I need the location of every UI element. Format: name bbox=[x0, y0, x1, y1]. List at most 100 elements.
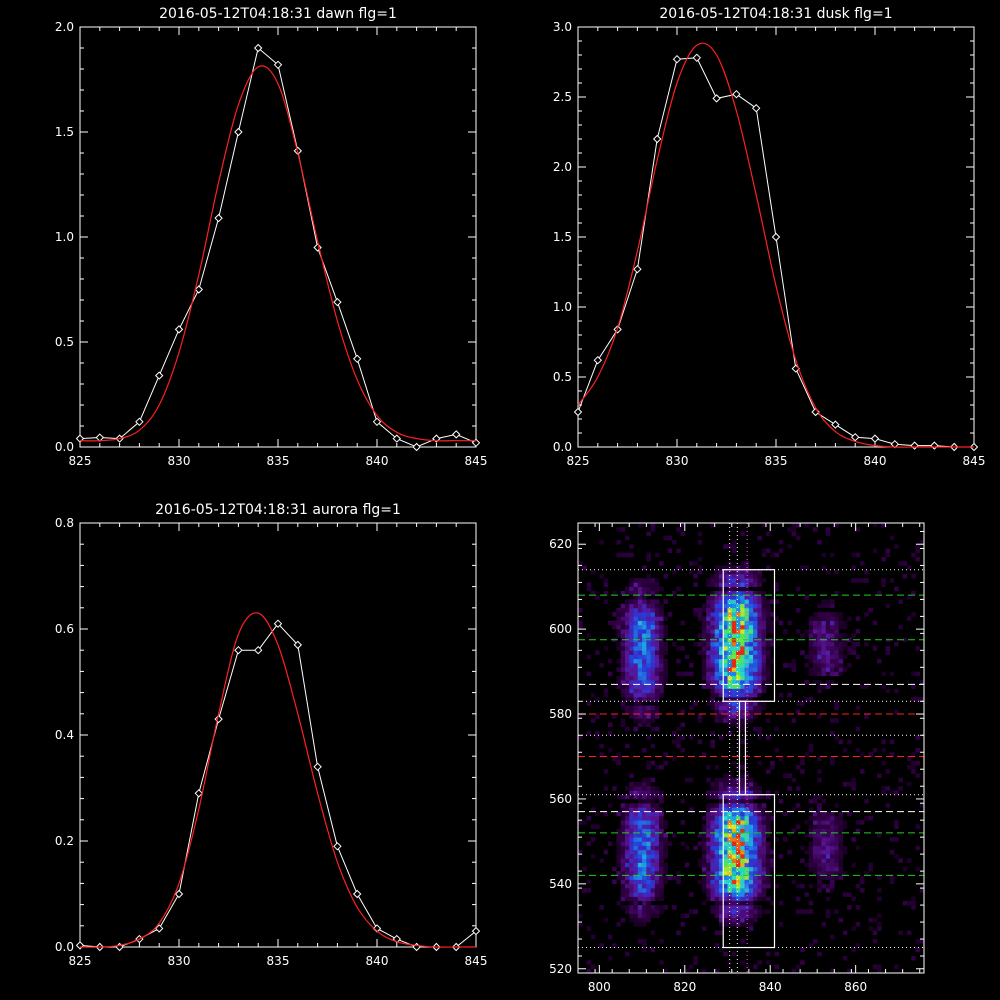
heatmap-cell bbox=[825, 883, 831, 889]
heatmap-cell bbox=[706, 828, 711, 834]
heatmap-cell bbox=[654, 815, 660, 821]
heatmap-cell bbox=[889, 790, 895, 795]
heatmap-cell bbox=[753, 654, 758, 660]
heatmap-cell bbox=[676, 646, 681, 651]
heatmap-cell bbox=[590, 807, 596, 812]
heatmap-cell bbox=[620, 858, 626, 863]
heatmap-cell bbox=[642, 607, 647, 613]
heatmap-cell bbox=[693, 582, 698, 587]
heatmap-cell bbox=[838, 841, 844, 846]
region-box bbox=[722, 569, 776, 702]
heatmap-cell bbox=[770, 641, 775, 647]
heatmap-cell bbox=[723, 951, 728, 957]
heatmap-cell bbox=[838, 637, 844, 643]
heatmap-cell bbox=[757, 688, 762, 694]
heatmap-cell bbox=[633, 697, 639, 702]
data-point bbox=[333, 842, 342, 851]
heatmap-cell bbox=[590, 569, 596, 575]
heatmap-cell bbox=[842, 624, 848, 630]
heatmap-cell bbox=[817, 769, 822, 774]
heatmap-cell bbox=[757, 815, 762, 821]
heatmap-cell bbox=[684, 671, 690, 677]
heatmap-cell bbox=[757, 828, 762, 834]
heatmap-cell bbox=[654, 862, 660, 868]
heatmap-cell bbox=[727, 879, 733, 885]
heatmap-cell bbox=[855, 641, 861, 647]
heatmap-cell bbox=[646, 917, 651, 923]
heatmap-cell bbox=[603, 646, 609, 651]
heatmap-cell bbox=[825, 858, 831, 863]
heatmap-cell bbox=[697, 641, 703, 647]
heatmap-cell bbox=[757, 646, 762, 651]
heatmap-cell bbox=[877, 888, 882, 893]
heatmap-cell bbox=[629, 641, 634, 647]
heatmap-cell bbox=[757, 641, 762, 647]
heatmap-cell bbox=[637, 667, 643, 672]
heatmap-cell bbox=[654, 849, 660, 855]
heatmap-cell bbox=[864, 578, 869, 583]
heatmap-cell bbox=[642, 671, 647, 677]
heatmap-cell bbox=[578, 714, 583, 719]
heatmap-cell bbox=[697, 650, 703, 655]
heatmap-cell bbox=[718, 798, 724, 804]
heatmap-cell bbox=[663, 879, 669, 885]
heatmap-cell bbox=[633, 646, 639, 651]
heatmap-cell bbox=[830, 841, 835, 846]
heatmap-cell bbox=[855, 828, 861, 834]
heatmap-cell bbox=[915, 548, 921, 554]
heatmap-cell bbox=[740, 692, 745, 698]
heatmap-cell bbox=[637, 905, 643, 910]
heatmap-cell bbox=[714, 841, 720, 846]
heatmap-cell bbox=[834, 624, 839, 630]
heatmap-cell bbox=[821, 849, 827, 855]
heatmap-cell bbox=[663, 646, 669, 651]
heatmap-cell bbox=[753, 714, 758, 719]
heatmap-cell bbox=[646, 803, 651, 808]
heatmap-cell bbox=[701, 624, 707, 630]
heatmap-cell bbox=[757, 862, 762, 868]
heatmap-cell bbox=[736, 841, 741, 846]
heatmap-cell bbox=[607, 620, 613, 626]
heatmap-cell bbox=[821, 620, 827, 626]
heatmap-cell bbox=[676, 565, 681, 570]
heatmap-cell bbox=[765, 883, 771, 889]
heatmap-cell bbox=[727, 620, 733, 626]
heatmap-cell bbox=[637, 650, 643, 655]
heatmap-cell bbox=[795, 786, 801, 791]
heatmap-cell bbox=[740, 688, 745, 694]
heatmap-cell bbox=[761, 862, 767, 868]
heatmap-cell bbox=[727, 658, 733, 664]
heatmap-cell bbox=[753, 845, 758, 851]
data-point bbox=[593, 355, 603, 365]
heatmap-cell bbox=[842, 892, 848, 897]
heatmap-cell bbox=[757, 866, 762, 872]
heatmap-cell bbox=[889, 739, 895, 745]
data-point bbox=[732, 89, 741, 99]
heatmap-cell bbox=[753, 688, 758, 694]
heatmap-cell bbox=[671, 569, 677, 575]
heatmap-cell bbox=[642, 705, 647, 711]
heatmap-cell bbox=[706, 803, 711, 808]
heatmap-cell bbox=[659, 824, 664, 829]
heatmap-cell bbox=[710, 641, 715, 647]
heatmap-cell bbox=[817, 824, 822, 829]
heatmap-cell bbox=[915, 824, 921, 829]
heatmap-cell bbox=[646, 624, 651, 630]
heatmap-cell bbox=[646, 590, 651, 596]
heatmap-cell bbox=[607, 748, 613, 753]
heatmap-cell bbox=[650, 620, 656, 626]
heatmap-cell bbox=[629, 866, 634, 872]
heatmap-cell bbox=[851, 578, 856, 583]
heatmap-cell bbox=[693, 561, 698, 566]
heatmap-cell bbox=[757, 578, 762, 583]
heatmap-cell bbox=[710, 624, 715, 630]
heatmap-cell bbox=[637, 883, 643, 889]
heatmap-cell bbox=[654, 824, 660, 829]
heatmap-cell bbox=[723, 892, 728, 897]
heatmap-cell bbox=[727, 671, 733, 677]
heatmap-cell bbox=[603, 688, 609, 694]
heatmap-cell bbox=[616, 828, 622, 834]
heatmap-cell bbox=[633, 879, 639, 885]
heatmap-cell bbox=[689, 892, 694, 897]
